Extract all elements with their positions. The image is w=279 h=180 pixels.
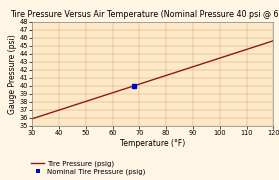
Legend: Tire Pressure (psig), Nominal Tire Pressure (psig): Tire Pressure (psig), Nominal Tire Press… [31,161,146,175]
Title: Tire Pressure Versus Air Temperature (Nominal Pressure 40 psi @ 68°F): Tire Pressure Versus Air Temperature (No… [10,10,279,19]
Y-axis label: Gauge Pressure (psi): Gauge Pressure (psi) [8,34,17,114]
X-axis label: Temperature (°F): Temperature (°F) [120,139,185,148]
